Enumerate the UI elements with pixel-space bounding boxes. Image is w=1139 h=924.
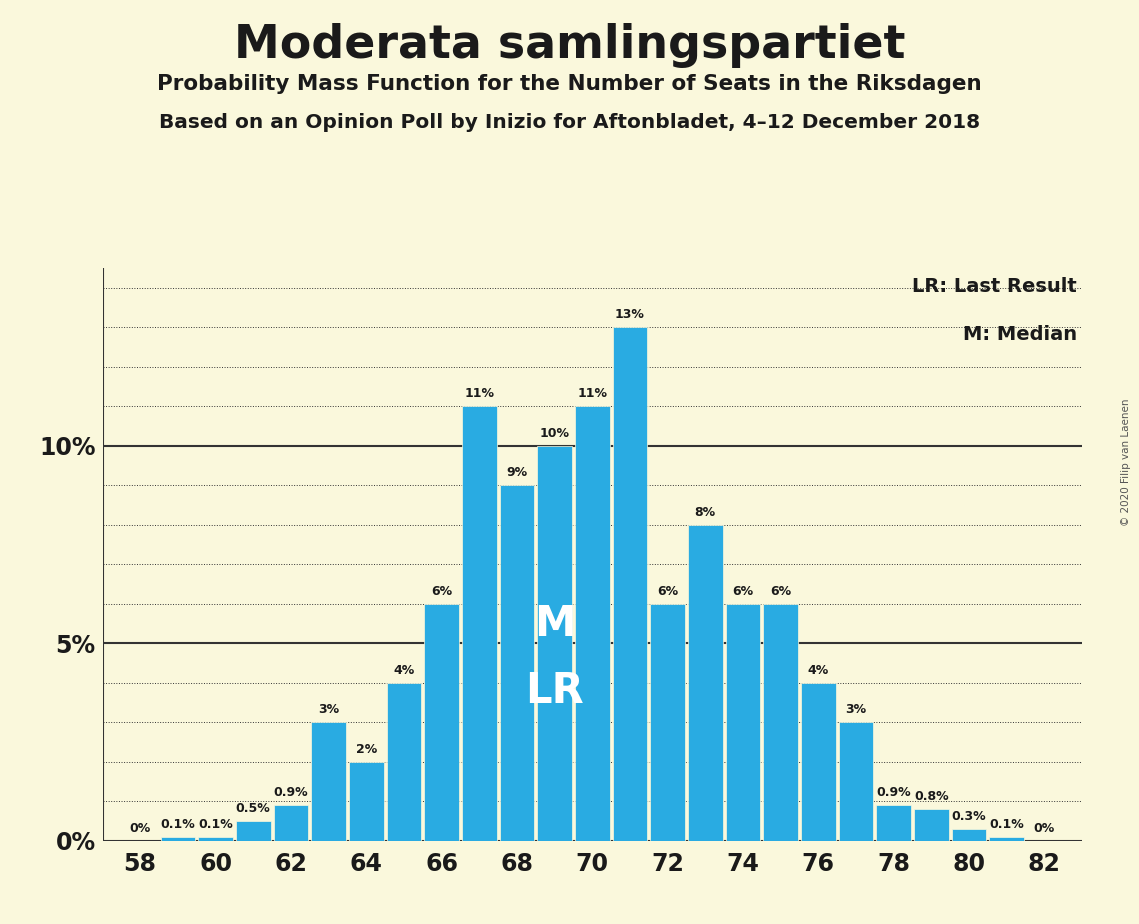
Text: 0.8%: 0.8% <box>913 790 949 803</box>
Bar <box>161 837 195 841</box>
Text: M: M <box>534 602 575 645</box>
Text: 4%: 4% <box>808 663 829 677</box>
Bar <box>424 603 459 841</box>
Bar <box>876 806 911 841</box>
Text: © 2020 Filip van Laenen: © 2020 Filip van Laenen <box>1121 398 1131 526</box>
Text: LR: Last Result: LR: Last Result <box>912 276 1077 296</box>
Bar <box>650 603 685 841</box>
Bar <box>688 525 722 841</box>
Bar <box>538 445 572 841</box>
Text: 0%: 0% <box>130 822 150 835</box>
Text: 10%: 10% <box>540 427 570 440</box>
Bar <box>236 821 271 841</box>
Bar <box>801 683 836 841</box>
Bar <box>273 806 309 841</box>
Text: 0%: 0% <box>1034 822 1055 835</box>
Text: 0.9%: 0.9% <box>876 786 911 799</box>
Text: LR: LR <box>525 670 584 711</box>
Bar <box>726 603 761 841</box>
Text: 0.1%: 0.1% <box>198 818 232 831</box>
Text: M: Median: M: Median <box>964 325 1077 345</box>
Text: Moderata samlingspartiet: Moderata samlingspartiet <box>233 23 906 68</box>
Text: 11%: 11% <box>465 387 494 400</box>
Text: 6%: 6% <box>732 585 754 598</box>
Text: 4%: 4% <box>393 663 415 677</box>
Text: 6%: 6% <box>657 585 678 598</box>
Text: 6%: 6% <box>431 585 452 598</box>
Text: Probability Mass Function for the Number of Seats in the Riksdagen: Probability Mass Function for the Number… <box>157 74 982 94</box>
Bar <box>763 603 798 841</box>
Text: 0.9%: 0.9% <box>273 786 309 799</box>
Text: 8%: 8% <box>695 505 716 519</box>
Text: 13%: 13% <box>615 309 645 322</box>
Bar <box>838 723 874 841</box>
Text: 0.3%: 0.3% <box>952 810 986 823</box>
Bar <box>913 809 949 841</box>
Text: 3%: 3% <box>845 703 867 716</box>
Text: 0.1%: 0.1% <box>161 818 195 831</box>
Text: Based on an Opinion Poll by Inizio for Aftonbladet, 4–12 December 2018: Based on an Opinion Poll by Inizio for A… <box>159 113 980 132</box>
Bar <box>952 829 986 841</box>
Bar <box>386 683 421 841</box>
Bar <box>462 407 497 841</box>
Bar <box>500 485 534 841</box>
Bar <box>575 407 609 841</box>
Text: 6%: 6% <box>770 585 792 598</box>
Text: 9%: 9% <box>507 467 527 480</box>
Bar <box>349 761 384 841</box>
Text: 2%: 2% <box>355 743 377 756</box>
Bar <box>311 723 346 841</box>
Bar <box>613 327 647 841</box>
Text: 0.5%: 0.5% <box>236 802 271 815</box>
Text: 3%: 3% <box>318 703 339 716</box>
Bar <box>990 837 1024 841</box>
Text: 0.1%: 0.1% <box>990 818 1024 831</box>
Bar <box>198 837 232 841</box>
Text: 11%: 11% <box>577 387 607 400</box>
